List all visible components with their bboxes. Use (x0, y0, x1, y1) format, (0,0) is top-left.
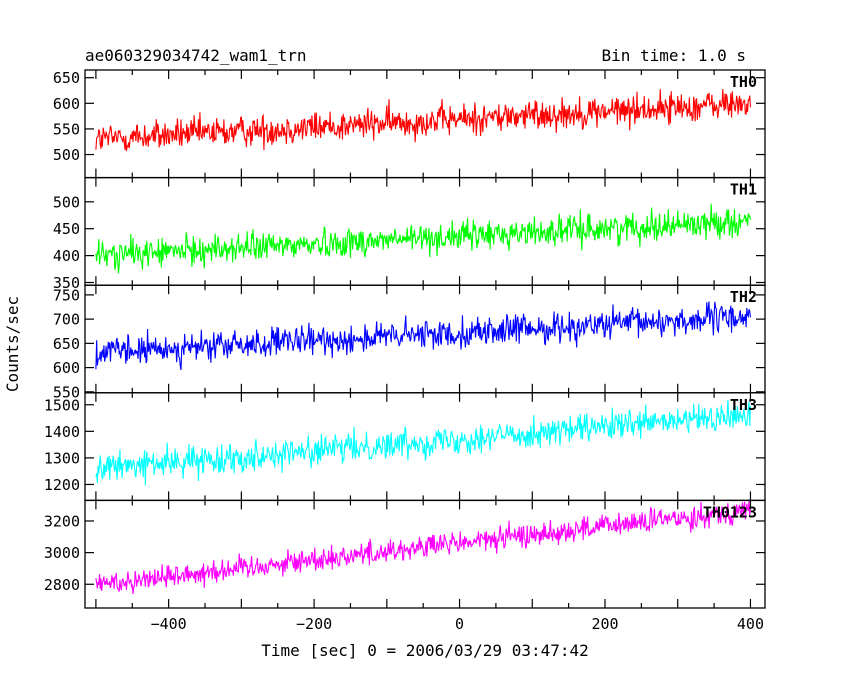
x-tick-label: −400 (151, 615, 187, 633)
observation-id-title: ae060329034742_wam1_trn (85, 46, 307, 65)
y-tick-label: 1400 (44, 423, 80, 441)
y-tick-label: 450 (53, 220, 80, 238)
panel-th0123: 2800 3000 3200 TH0123 −400 −200 0 200 400 (44, 499, 766, 633)
series-label-th2: TH2 (730, 288, 757, 306)
series-label-th0: TH0 (730, 73, 757, 91)
series-line-th0123 (95, 500, 751, 595)
y-tick-label: 3200 (44, 512, 80, 530)
y-axis-label: Counts/sec (3, 296, 22, 392)
panel-th0: 500 550 600 650 TH0 (53, 69, 766, 179)
series-line-th1 (95, 203, 751, 274)
series-line-th3 (95, 400, 751, 486)
y-tick-label: 400 (53, 247, 80, 265)
x-tick-label: −200 (296, 615, 332, 633)
panel-frame (84, 69, 766, 179)
series-line-th0 (95, 88, 751, 151)
y-tick-label: 700 (53, 311, 80, 329)
y-tick-label: 1500 (44, 396, 80, 414)
panel-th2: 550 600 650 700 750 TH2 (53, 284, 766, 401)
bin-time-title: Bin time: 1.0 s (602, 46, 747, 65)
panel-frame (84, 499, 766, 609)
series-label-th3: TH3 (730, 396, 757, 414)
x-tick-label: 0 (455, 615, 464, 633)
y-tick-label: 1300 (44, 449, 80, 467)
panels-group: 500 550 600 650 TH0 350 400 450 500 TH1 550 600 650 7… (44, 69, 766, 633)
x-tick-label: 400 (737, 615, 764, 633)
y-tick-label: 550 (53, 383, 80, 401)
series-label-th0123: TH0123 (703, 503, 757, 521)
panel-th1: 350 400 450 500 TH1 (53, 176, 766, 292)
panel-th3: 1200 1300 1400 1500 TH3 (44, 392, 766, 502)
x-tick-label: 200 (591, 615, 618, 633)
y-tick-label: 3000 (44, 544, 80, 562)
y-tick-label: 2800 (44, 576, 80, 594)
y-tick-label: 600 (53, 359, 80, 377)
y-tick-label: 500 (53, 146, 80, 164)
y-tick-label: 750 (53, 286, 80, 304)
y-tick-label: 600 (53, 95, 80, 113)
y-tick-label: 350 (53, 274, 80, 292)
y-tick-label: 500 (53, 193, 80, 211)
series-label-th1: TH1 (730, 181, 757, 199)
x-axis-label: Time [sec] 0 = 2006/03/29 03:47:42 (261, 641, 589, 660)
y-tick-label: 1200 (44, 476, 80, 494)
y-tick-label: 650 (53, 335, 80, 353)
y-tick-label: 650 (53, 69, 80, 87)
y-tick-label: 550 (53, 120, 80, 138)
series-line-th2 (95, 301, 751, 371)
